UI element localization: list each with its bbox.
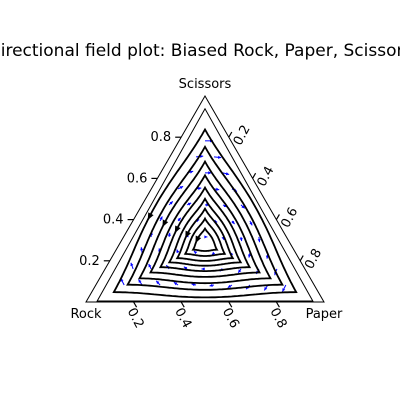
tick-label-bottom: 0.6 [219, 306, 242, 331]
field-arrowhead [241, 205, 245, 209]
field-arrowhead [282, 288, 286, 292]
tick-mark-bottom [275, 301, 280, 308]
tick-label-right: 0.8 [302, 246, 325, 271]
tick-mark-bottom [133, 301, 138, 308]
tick-label-left: 0.4 [103, 213, 124, 228]
field-arrowhead [208, 171, 212, 175]
field-arrowhead [264, 287, 268, 291]
orbit-curve [158, 185, 252, 272]
field-arrowhead [218, 155, 222, 159]
axis-ticks: 0.20.40.60.8 0.20.40.60.80.2 0.4 0.6 0.8 [79, 123, 325, 331]
field-arrowhead [130, 262, 134, 267]
field-arrowhead [179, 186, 184, 190]
tick-mark-bottom [228, 301, 233, 308]
orbit-curve [112, 127, 298, 299]
tick-label-right: 0.4 [255, 164, 278, 189]
tick-label-right: 0.2 [231, 123, 254, 148]
corner-label-scissors: Scissors [179, 77, 232, 92]
outer-triangle [85, 95, 325, 303]
orbit-direction-marker [162, 219, 169, 228]
field-arrowhead [176, 249, 180, 253]
corner-label-paper: Paper [306, 307, 343, 322]
tick-mark-right [252, 172, 257, 179]
field-arrowhead [156, 280, 160, 285]
field-arrowhead [231, 220, 235, 225]
field-arrowhead [187, 202, 192, 206]
field-arrowhead [209, 283, 213, 287]
chart-title: Directional field plot: Biased Rock, Pap… [0, 41, 400, 61]
orbit-direction-marker [185, 230, 192, 239]
field-arrowhead [138, 279, 142, 283]
field-arrowhead [140, 247, 144, 251]
field-arrowhead [227, 284, 232, 288]
field-arrowhead [191, 283, 195, 287]
tick-label-left: 0.6 [127, 171, 148, 186]
tick-label-bottom: 0.4 [171, 306, 194, 331]
orbit-curve [126, 144, 284, 291]
field-arrowhead [148, 263, 152, 268]
orbit-curve [137, 159, 273, 285]
field-arrowhead [257, 238, 261, 243]
field-arrowhead [211, 251, 216, 255]
tick-mark-right [228, 131, 233, 138]
field-arrowhead [198, 186, 202, 191]
field-arrowhead [173, 282, 178, 286]
field-arrowhead [239, 237, 243, 242]
tick-label-bottom: 0.8 [266, 306, 289, 331]
field-arrowhead [159, 216, 163, 220]
field-arrowhead [167, 232, 171, 237]
field-arrowhead [225, 172, 230, 176]
field-arrowhead [177, 217, 181, 222]
field-arrowhead [183, 266, 188, 270]
inner-triangle [96, 107, 314, 302]
field-arrowhead [201, 267, 205, 271]
field-arrowhead [247, 254, 252, 258]
orbit-direction-marker [147, 212, 154, 220]
field-arrowhead [249, 222, 253, 226]
orbit-direction-marker [195, 235, 202, 244]
triangle-frame [85, 95, 325, 303]
field-arrowhead [189, 170, 194, 174]
tick-mark-right [299, 255, 304, 262]
tick-mark-bottom [180, 301, 185, 308]
tick-label-right: 0.6 [278, 205, 301, 230]
tick-label-left: 0.8 [151, 130, 172, 145]
orbit-direction-marker [174, 225, 181, 234]
orbit-curve [183, 216, 227, 257]
tick-label-bottom: 0.2 [124, 306, 147, 331]
field-arrowhead [169, 201, 173, 205]
field-arrowhead [204, 235, 208, 239]
field-arrowhead [193, 251, 198, 255]
tick-label-left: 0.2 [79, 254, 100, 269]
orbit-curve [167, 197, 243, 267]
orbit-curve [175, 207, 235, 262]
tick-mark-right [275, 214, 280, 220]
orbit-curve [149, 173, 261, 278]
corner-label-rock: Rock [70, 307, 102, 322]
field-arrowhead [238, 269, 242, 273]
field-arrowhead [216, 187, 220, 191]
orbit-curves [112, 127, 298, 299]
